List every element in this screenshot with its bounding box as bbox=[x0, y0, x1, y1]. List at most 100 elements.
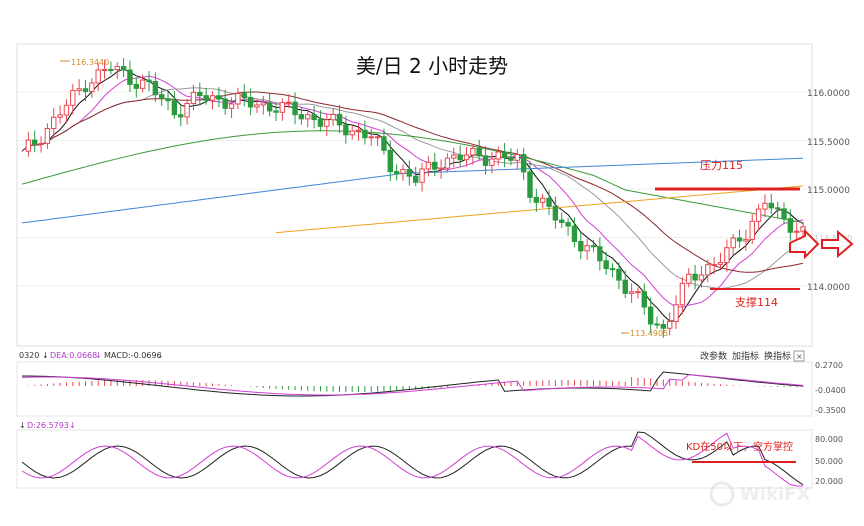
y-tick-label: 116.0000 bbox=[807, 89, 850, 99]
candle-body bbox=[197, 91, 203, 97]
k-line bbox=[21, 431, 804, 486]
candle-body bbox=[692, 273, 698, 281]
candle-body bbox=[216, 95, 222, 100]
candle-body bbox=[451, 154, 457, 159]
low-label: 113.4905 bbox=[630, 329, 668, 338]
close-icon[interactable]: × bbox=[796, 352, 803, 361]
candle-body bbox=[279, 102, 286, 113]
candle-body bbox=[533, 196, 540, 203]
add-indicator-button[interactable]: 加指标 bbox=[732, 350, 759, 362]
candle-body bbox=[546, 197, 552, 207]
candle-body bbox=[616, 268, 622, 281]
candle-body bbox=[209, 95, 216, 101]
support-label: 支撑114 bbox=[735, 295, 778, 309]
candle-body bbox=[597, 246, 603, 262]
candle-body bbox=[571, 225, 578, 242]
candle-body bbox=[736, 237, 743, 242]
candle-body bbox=[527, 171, 533, 198]
candle-body bbox=[584, 245, 590, 252]
candle-body bbox=[578, 240, 584, 252]
candle-body bbox=[698, 274, 705, 281]
arrow-down-icon: ↓ bbox=[69, 421, 76, 430]
candle-body bbox=[501, 151, 508, 159]
candle-body bbox=[432, 161, 438, 170]
candle-body bbox=[355, 129, 362, 132]
svg-text:WikiFX: WikiFX bbox=[740, 484, 810, 505]
arrow-down-icon: ↓ bbox=[42, 351, 49, 360]
candle-body bbox=[400, 168, 406, 174]
candle-body bbox=[70, 89, 76, 106]
candle-body bbox=[266, 102, 273, 112]
main-panel bbox=[16, 43, 813, 347]
candle-body bbox=[38, 143, 44, 146]
ma60-line bbox=[21, 130, 804, 224]
ma120-line bbox=[21, 157, 804, 224]
candle-body bbox=[114, 66, 120, 71]
arrow-down-icon: ↓ bbox=[19, 421, 26, 430]
candle-body bbox=[781, 208, 787, 220]
candle-body bbox=[724, 247, 730, 264]
kd-tick-label: 50.000 bbox=[815, 457, 843, 466]
candle-body bbox=[654, 323, 660, 326]
candle-body bbox=[336, 113, 343, 126]
candle-body bbox=[101, 69, 108, 72]
candle-body bbox=[76, 88, 82, 91]
kd-tick-label: 80.000 bbox=[815, 435, 843, 444]
candle-body bbox=[495, 151, 501, 160]
candle-body bbox=[127, 69, 133, 85]
switch-indicator-button[interactable]: 换指标 bbox=[764, 350, 791, 362]
candle-body bbox=[190, 91, 197, 104]
arrow-down-icon: ↓ bbox=[95, 351, 102, 360]
candle-body bbox=[95, 69, 101, 84]
candle-body bbox=[438, 167, 444, 170]
macd-indicator bbox=[21, 371, 804, 397]
candle-body bbox=[717, 262, 724, 265]
candle-body bbox=[622, 279, 628, 294]
price-gridlines bbox=[17, 91, 812, 287]
macd-code: 0320 bbox=[19, 351, 39, 360]
candle-body bbox=[387, 149, 394, 173]
candle-body bbox=[63, 104, 70, 116]
change-params-button[interactable]: 改参数 bbox=[700, 350, 727, 362]
candle-body bbox=[120, 66, 127, 71]
ma10-line bbox=[21, 75, 804, 308]
y-tick-label-cut: 114.5000 bbox=[814, 234, 852, 243]
arrow-right-icon bbox=[789, 228, 820, 260]
candle-body bbox=[393, 171, 400, 174]
candle-body bbox=[457, 154, 463, 161]
candle-body bbox=[311, 114, 317, 121]
candle-body bbox=[89, 82, 95, 92]
candle-body bbox=[673, 304, 679, 322]
y-tick-label: 115.0000 bbox=[807, 186, 850, 196]
candle-body bbox=[286, 101, 292, 104]
candle-body bbox=[235, 93, 241, 105]
candlesticks bbox=[25, 58, 806, 338]
candle-body bbox=[476, 147, 482, 157]
candle-body bbox=[679, 282, 686, 306]
dif-line bbox=[22, 371, 804, 397]
candle-body bbox=[482, 155, 489, 166]
candle-body bbox=[330, 113, 336, 121]
kd-note: KD在50以下，空方掌控 bbox=[686, 440, 793, 453]
arrow-down-icon: ↓ bbox=[157, 351, 164, 360]
arrow-right-icon bbox=[821, 229, 854, 259]
candle-body bbox=[628, 291, 635, 294]
macd-dea-value: DEA:0.0668 bbox=[50, 351, 97, 360]
candle-body bbox=[444, 157, 451, 169]
candle-body bbox=[520, 154, 527, 173]
candle-body bbox=[184, 102, 190, 118]
candle-body bbox=[146, 79, 152, 83]
candle-body bbox=[44, 127, 51, 145]
candle-body bbox=[305, 114, 311, 120]
candle-body bbox=[222, 98, 228, 109]
candle-body bbox=[25, 139, 32, 152]
watermark-logo: WikiFX bbox=[709, 481, 810, 507]
macd-tick-label: -0.0400 bbox=[815, 386, 846, 395]
candle-body bbox=[463, 154, 470, 161]
candle-body bbox=[559, 219, 565, 223]
close-button[interactable] bbox=[793, 350, 805, 362]
candle-body bbox=[590, 245, 597, 248]
candle-body bbox=[609, 268, 616, 271]
candle-body bbox=[667, 320, 673, 329]
candle-body bbox=[794, 230, 800, 233]
